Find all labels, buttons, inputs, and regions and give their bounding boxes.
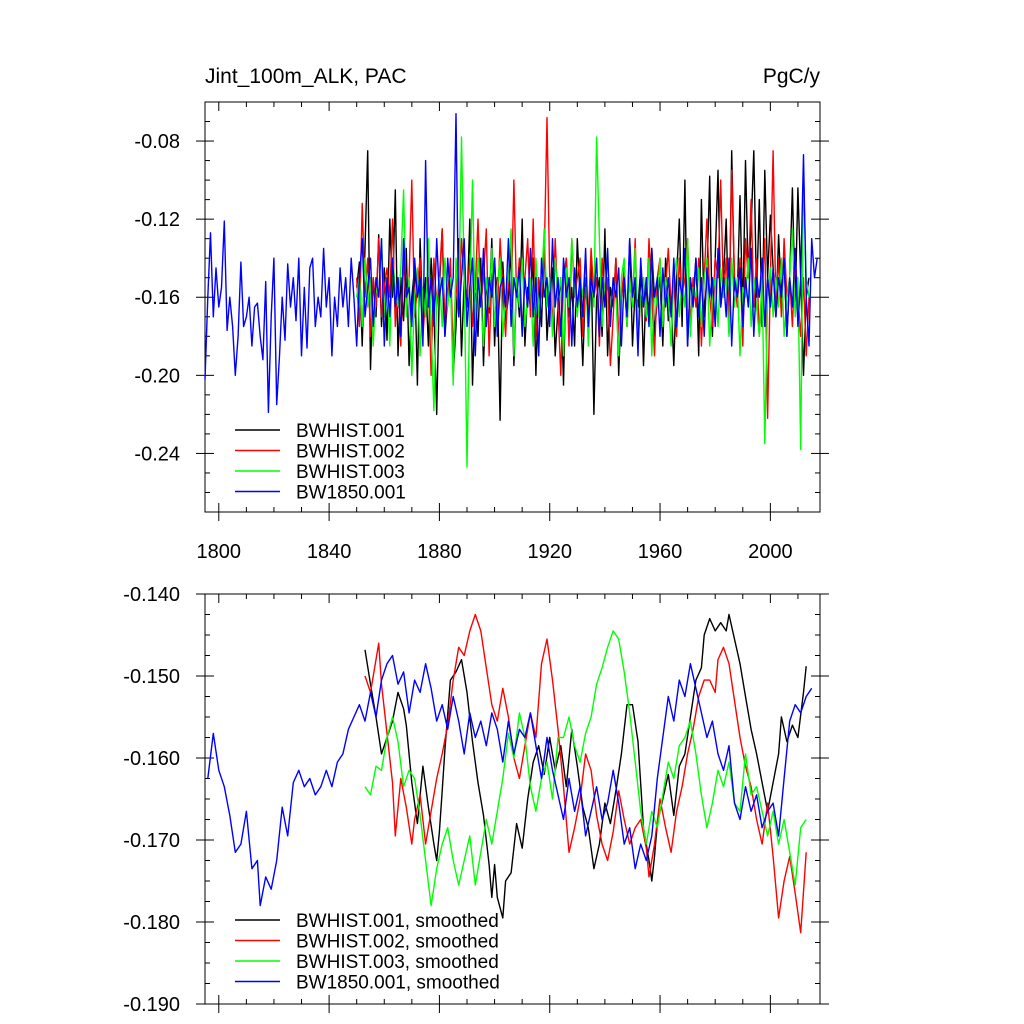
top-xtick-label: 1880 [417, 541, 462, 563]
top-title-left: Jint_100m_ALK, PAC [205, 65, 407, 88]
top-ytick-label: -0.12 [134, 209, 180, 231]
bottom-ytick-label: -0.140 [123, 584, 180, 606]
top-panel: Jint_100m_ALK, PAC PgC/y 1800 1840 1880 192… [134, 65, 829, 563]
bottom-series-line-bwhist-002-smoothed [364, 613, 807, 934]
top-legend-label: BWHIST.003 [296, 462, 405, 483]
top-legend-label: BW1850.001 [296, 483, 406, 504]
top-xtick-label: 1960 [638, 541, 683, 563]
bottom-ytick-label: -0.170 [123, 830, 180, 852]
bottom-ytick-label: -0.150 [123, 666, 180, 688]
bottom-panel: -0.140 -0.150 -0.160 -0.170 -0.180 -0.190 BWH… [123, 584, 829, 1016]
top-xtick-label: 1920 [527, 541, 572, 563]
top-ytick-label: -0.16 [134, 287, 180, 309]
top-xtick-label: 1800 [197, 541, 242, 563]
bottom-ytick-label: -0.190 [123, 994, 180, 1016]
bottom-series-line-bw1850-001-smoothed [207, 654, 813, 907]
top-axis-ticks: 1800 1840 1880 1920 1960 2000 -0.08 -0.12 -0.16 -… [134, 101, 829, 563]
top-title-right: PgC/y [763, 65, 821, 88]
bottom-ytick-label: -0.180 [123, 912, 180, 934]
bottom-series-line-bwhist-003-smoothed [364, 630, 807, 907]
top-legend-label: BWHIST.001 [296, 421, 405, 442]
bottom-legend-label: BWHIST.003, smoothed [296, 952, 499, 973]
top-ytick-label: -0.24 [134, 443, 180, 465]
top-xtick-label: 1840 [307, 541, 352, 563]
bottom-legend-label: BWHIST.002, smoothed [296, 932, 499, 953]
top-ytick-label: -0.20 [134, 365, 180, 387]
top-series-line-bw1850-001 [204, 112, 818, 414]
bottom-legend-label: BW1850.001, smoothed [296, 973, 500, 994]
bottom-axis-ticks: -0.140 -0.150 -0.160 -0.170 -0.180 -0.190 [123, 584, 829, 1016]
bottom-ytick-label: -0.160 [123, 748, 180, 770]
top-plot-frame [204, 101, 821, 513]
top-series-lines [204, 112, 818, 468]
bottom-series-line-bwhist-001-smoothed [364, 613, 807, 919]
top-ytick-label: -0.08 [134, 131, 180, 153]
top-xtick-label: 2000 [748, 541, 793, 563]
bottom-legend-label: BWHIST.001, smoothed [296, 911, 499, 932]
top-legend-label: BWHIST.002 [296, 442, 405, 463]
bottom-series-lines [207, 613, 813, 934]
